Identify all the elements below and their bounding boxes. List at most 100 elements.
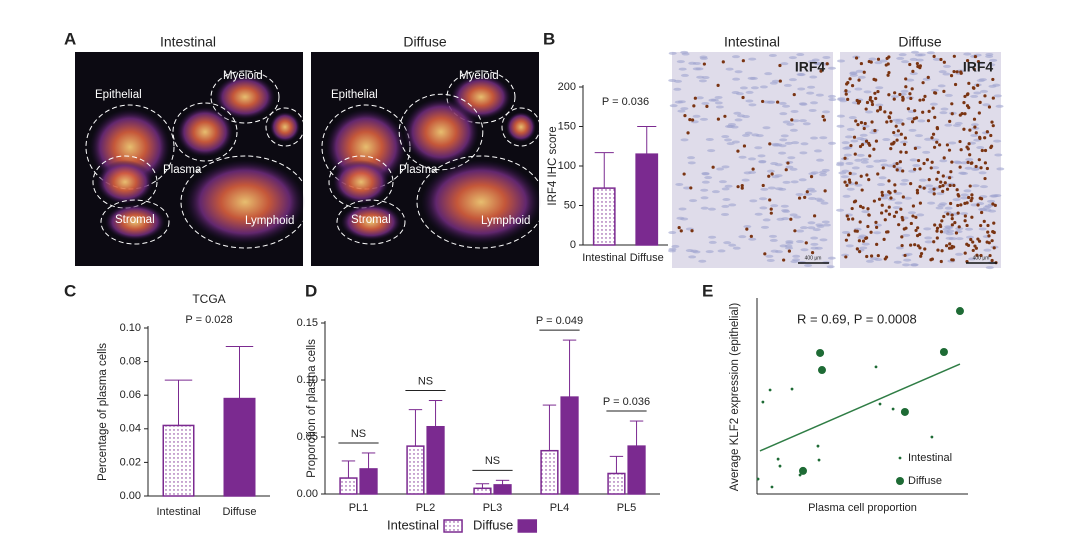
stained-cell (974, 164, 978, 169)
stained-cell (867, 141, 871, 146)
stained-cell (963, 112, 967, 116)
stained-cell (797, 196, 802, 200)
tissue (795, 192, 804, 196)
tissue (758, 159, 767, 163)
tissue (865, 110, 874, 114)
tissue (754, 212, 763, 216)
stained-cell (860, 188, 864, 192)
bar (607, 472, 626, 495)
stained-cell (869, 230, 873, 234)
tissue (912, 164, 921, 168)
stained-cell (952, 54, 956, 58)
tissue (680, 217, 689, 221)
tissue (865, 164, 874, 168)
tissue (875, 103, 884, 107)
stained-cell (935, 177, 939, 181)
point (955, 307, 964, 316)
stained-cell (893, 183, 897, 187)
stained-cell (901, 122, 905, 126)
stained-cell (813, 214, 817, 218)
stained-cell (889, 196, 893, 200)
tissue (701, 101, 710, 105)
stained-cell (787, 249, 791, 253)
tissue (692, 250, 701, 254)
tissue (692, 61, 701, 65)
stained-cell (980, 148, 984, 153)
tissue (781, 208, 790, 212)
tissue (868, 57, 877, 61)
tissue (810, 236, 819, 240)
tissue (762, 218, 771, 222)
tissue (859, 246, 868, 250)
point (798, 466, 807, 475)
x-axis-label: Plasma cell proportion (808, 502, 917, 514)
tissue (955, 237, 964, 241)
stained-cell (851, 217, 855, 221)
legend-marker (896, 477, 904, 485)
stained-cell (913, 243, 917, 247)
stained-cell (904, 150, 908, 154)
stained-cell (790, 118, 794, 122)
stained-cell (939, 180, 943, 184)
stained-cell (950, 160, 954, 164)
tissue (744, 131, 753, 135)
scale-label: 400 µm (805, 255, 822, 261)
stained-cell (848, 77, 852, 81)
stained-cell (852, 200, 857, 204)
stained-cell (972, 117, 977, 121)
tissue (779, 138, 788, 142)
tissue (948, 141, 957, 145)
stained-cell (846, 97, 850, 101)
stained-cell (880, 193, 885, 197)
tissue (809, 75, 818, 79)
tissue (959, 196, 968, 200)
bar (162, 424, 195, 497)
tissue (728, 203, 737, 207)
tissue (815, 93, 824, 97)
stained-cell (887, 55, 891, 59)
tissue (965, 227, 974, 231)
tissue (855, 69, 864, 73)
stained-cell (721, 60, 725, 64)
tissue (766, 169, 775, 173)
tissue (681, 52, 690, 56)
point (816, 444, 820, 448)
stained-cell (974, 131, 978, 135)
y-axis-label: Average KLF2 expression (epithelial) (729, 303, 741, 492)
tissue (965, 235, 974, 239)
tissue (854, 158, 863, 162)
stained-cell (933, 145, 937, 149)
stained-cell (954, 231, 959, 235)
tissue (814, 197, 823, 201)
tissue (880, 163, 889, 167)
stained-cell (898, 92, 902, 97)
tissue (821, 220, 830, 224)
tissue (970, 94, 979, 98)
error-bar (341, 460, 356, 479)
stained-cell (970, 215, 974, 219)
tissue (722, 197, 731, 201)
tissue (844, 135, 853, 139)
bar (406, 445, 425, 495)
stained-cell (886, 230, 890, 234)
stained-cell (782, 258, 786, 262)
stained-cell (763, 252, 767, 256)
stained-cell (966, 160, 970, 164)
tissue (983, 248, 992, 252)
stained-cell (823, 189, 827, 193)
stained-cell (989, 145, 993, 150)
tissue (963, 189, 972, 193)
tissue (937, 203, 946, 207)
legend-label: Intestinal (908, 452, 952, 464)
stained-cell (867, 178, 871, 182)
stained-cell (850, 206, 854, 211)
ihc-title: Diffuse (898, 34, 942, 50)
stained-cell (895, 168, 899, 172)
tissue (898, 53, 907, 57)
tissue (910, 263, 919, 267)
cluster (185, 160, 305, 244)
stained-cell (723, 114, 727, 118)
error-bar (629, 420, 644, 447)
tissue (725, 67, 734, 71)
tissue (678, 207, 687, 211)
